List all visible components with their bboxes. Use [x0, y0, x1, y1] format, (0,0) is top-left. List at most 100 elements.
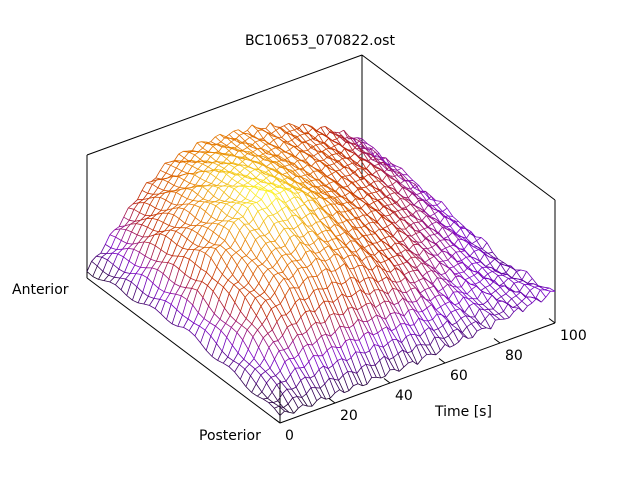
mesh-line: [351, 296, 358, 311]
mesh-line: [351, 225, 358, 231]
mesh-line: [214, 168, 221, 171]
mesh-line: [154, 308, 162, 314]
mesh-line: [319, 141, 326, 144]
mesh-line: [331, 173, 338, 183]
mesh-line: [339, 231, 346, 236]
mesh-line: [354, 218, 362, 228]
mesh-line: [433, 330, 440, 338]
mesh-line: [482, 304, 489, 310]
mesh-line: [453, 263, 459, 268]
mesh-line: [389, 194, 396, 204]
mesh-line: [445, 311, 452, 318]
mesh-line: [161, 253, 168, 263]
mesh-line: [241, 178, 249, 184]
mesh-line: [194, 250, 200, 264]
mesh-line: [479, 281, 486, 288]
mesh-line: [370, 207, 377, 211]
mesh-line: [478, 249, 485, 255]
mesh-line: [266, 202, 272, 208]
mesh-line: [142, 277, 148, 293]
mesh-line: [282, 388, 288, 395]
mesh-line: [365, 162, 372, 170]
mesh-line: [472, 298, 479, 305]
mesh-line: [380, 239, 387, 244]
mesh-line: [240, 198, 246, 203]
mesh-line: [289, 234, 295, 238]
mesh-line: [371, 265, 377, 271]
mesh-line: [466, 231, 472, 239]
mesh-line: [455, 309, 462, 319]
mesh-line: [403, 216, 409, 219]
mesh-line: [392, 339, 399, 354]
mesh-line: [271, 197, 277, 204]
mesh-line: [344, 231, 351, 241]
mesh-line: [203, 241, 210, 248]
mesh-line: [165, 199, 172, 204]
mesh-line: [295, 134, 301, 139]
mesh-line: [388, 301, 396, 313]
mesh-line: [292, 340, 299, 355]
mesh-line: [115, 284, 122, 291]
mesh-line: [416, 194, 423, 200]
mesh-line: [385, 243, 392, 248]
mesh-line: [409, 282, 416, 289]
mesh-line: [381, 326, 387, 330]
mesh-line: [142, 291, 149, 297]
mesh-line: [202, 190, 209, 200]
mesh-line: [361, 256, 367, 262]
mesh-line: [506, 298, 512, 304]
mesh-line: [396, 227, 403, 233]
mesh-line: [271, 169, 278, 174]
mesh-line: [320, 221, 327, 231]
mesh-line: [238, 359, 245, 365]
mesh-line: [120, 289, 127, 296]
mesh-line: [242, 132, 249, 135]
mesh-line: [436, 243, 443, 252]
mesh-line: [429, 255, 435, 260]
mesh-line: [199, 247, 205, 251]
mesh-line: [231, 327, 238, 333]
mesh-line: [282, 219, 288, 222]
mesh-line: [449, 344, 455, 348]
mesh-line: [380, 375, 386, 379]
mesh-line: [338, 225, 346, 233]
mesh-line: [223, 279, 229, 288]
mesh-line: [283, 349, 290, 359]
mesh-line: [365, 168, 373, 176]
mesh-line: [126, 243, 133, 245]
mesh-line: [208, 195, 214, 202]
mesh-line: [421, 198, 428, 206]
mesh-line: [257, 324, 263, 331]
x-tick-label: 80: [505, 348, 523, 364]
mesh-line: [291, 184, 298, 189]
mesh-line: [469, 233, 476, 238]
mesh-line: [359, 278, 365, 284]
mesh-line: [382, 346, 390, 360]
mesh-line: [199, 206, 206, 212]
mesh-line: [458, 303, 465, 313]
mesh-line: [290, 310, 297, 324]
mesh-line: [205, 156, 211, 164]
mesh-line: [251, 160, 258, 163]
mesh-line: [327, 213, 334, 220]
mesh-line: [199, 170, 206, 179]
mesh-line: [270, 376, 278, 385]
mesh-line: [247, 207, 254, 220]
mesh-line: [436, 313, 444, 326]
mesh-line: [216, 181, 222, 186]
mesh-line: [178, 176, 185, 181]
mesh-line: [328, 155, 335, 164]
mesh-line: [434, 336, 440, 339]
mesh-line: [344, 390, 349, 393]
mesh-line: [229, 172, 236, 176]
mesh-line: [471, 323, 478, 332]
mesh-line: [333, 145, 341, 155]
mesh-line: [315, 387, 322, 398]
mesh-line: [197, 186, 203, 195]
mesh-line: [130, 223, 137, 225]
mesh-line: [434, 294, 440, 298]
mesh-line: [282, 393, 289, 405]
mesh-line: [135, 219, 141, 224]
mesh-line: [369, 162, 376, 168]
mesh-line: [197, 147, 203, 153]
